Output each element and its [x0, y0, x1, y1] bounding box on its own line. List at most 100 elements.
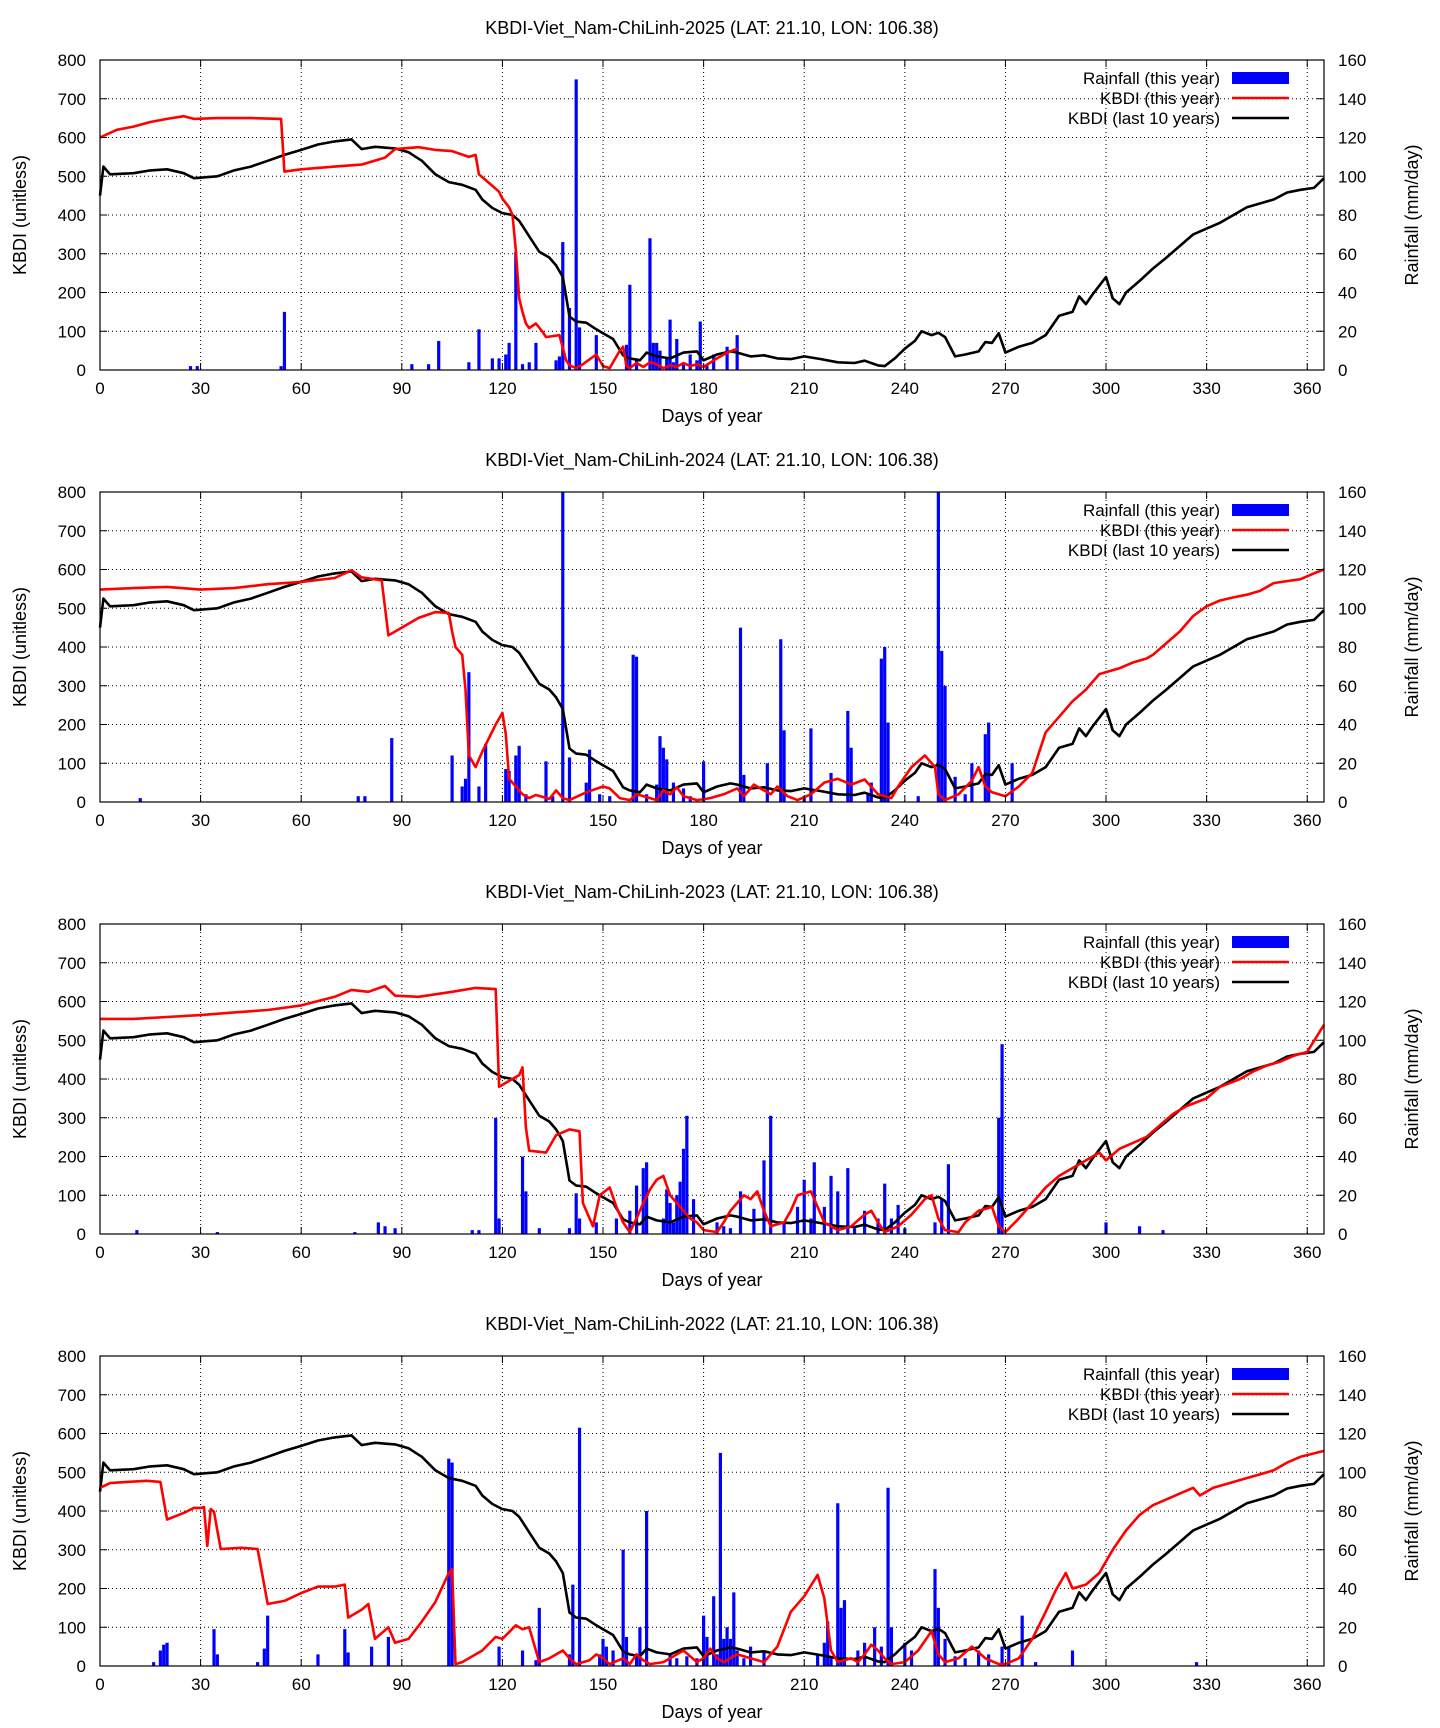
kbdi-chart-0: KBDI-Viet_Nam-ChiLinh-2025 (LAT: 21.10, …	[10, 18, 1422, 426]
y2-tick-label: 100	[1338, 167, 1366, 186]
y-tick-label: 500	[58, 599, 86, 618]
kbdi-chart-3: KBDI-Viet_Nam-ChiLinh-2022 (LAT: 21.10, …	[10, 1314, 1422, 1722]
rainfall-bar	[715, 1222, 719, 1234]
rainfall-bar	[715, 1654, 719, 1666]
x-tick-label: 180	[689, 811, 717, 830]
rainfall-bar	[494, 1117, 498, 1234]
rainfall-bar	[520, 364, 525, 370]
kbdi-10yr-line	[98, 138, 1325, 368]
rainfall-bar	[866, 794, 870, 802]
kbdi-10yr-line	[98, 1002, 1325, 1232]
x-tick-label: 240	[891, 811, 919, 830]
rainfall-bar	[1194, 1662, 1199, 1666]
x-tick-label: 210	[790, 1243, 818, 1262]
x-tick-label: 270	[991, 1243, 1019, 1262]
rainfall-bar	[681, 1148, 686, 1234]
rainfall-bar	[668, 1654, 672, 1666]
x-tick-label: 150	[589, 1675, 617, 1694]
x-tick-label: 90	[392, 1675, 411, 1694]
y-tick-label: 300	[58, 1541, 86, 1560]
rainfall-bar	[215, 1232, 219, 1234]
rainfall-bar	[883, 1183, 887, 1234]
rainfall-bar	[738, 1191, 743, 1234]
rainfall-bar	[1034, 1662, 1038, 1666]
rainfall-bar	[728, 1228, 733, 1234]
rainfall-bar	[722, 1638, 726, 1666]
rainfall-bar	[1000, 1044, 1004, 1234]
rainfall-bar	[497, 358, 501, 370]
y2-tick-label: 160	[1338, 915, 1366, 934]
rainfall-bar	[507, 342, 511, 370]
y-tick-label: 200	[58, 1148, 86, 1167]
y2-axis-label: Rainfall (mm/day)	[1402, 1440, 1422, 1581]
rainfall-bar	[467, 362, 471, 370]
x-tick-label: 240	[891, 379, 919, 398]
y-tick-label: 500	[58, 167, 86, 186]
y2-tick-label: 80	[1338, 638, 1357, 657]
kbdi-10yr-line	[98, 570, 1325, 800]
rainfall-bar	[862, 1210, 867, 1234]
x-tick-label: 240	[891, 1243, 919, 1262]
x-tick-label: 30	[191, 1243, 210, 1262]
y-tick-label: 200	[58, 284, 86, 303]
rainfall-bar	[470, 1230, 474, 1234]
y-tick-label: 800	[58, 483, 86, 502]
y2-axis-label: Rainfall (mm/day)	[1402, 144, 1422, 285]
rainfall-bar	[544, 761, 548, 802]
rainfall-bar	[883, 647, 887, 802]
legend-swatch-rain	[1232, 504, 1289, 516]
rainfall-bar	[460, 786, 464, 802]
rainfall-bar	[594, 335, 598, 370]
legend-swatch-rain	[1232, 72, 1289, 84]
x-tick-label: 360	[1293, 1675, 1321, 1694]
x-tick-label: 150	[589, 1243, 617, 1262]
rainfall-bar	[1161, 1230, 1165, 1234]
rainfall-bar	[846, 710, 850, 802]
x-tick-label: 150	[589, 811, 617, 830]
rainfall-bar	[1070, 1650, 1075, 1666]
rainfall-bar	[557, 356, 562, 370]
y-tick-label: 100	[58, 754, 86, 773]
rainfall-bar	[212, 1629, 216, 1666]
rainfall-bar	[514, 755, 518, 802]
rainfall-bar	[943, 1638, 947, 1666]
x-tick-label: 180	[689, 1243, 717, 1262]
rainfall-bar	[343, 1629, 347, 1666]
rainfall-bar	[477, 329, 481, 370]
x-tick-label: 30	[191, 379, 210, 398]
rainfall-bar	[195, 366, 199, 370]
rainfall-bar	[852, 1228, 857, 1234]
y2-tick-label: 100	[1338, 1463, 1366, 1482]
rainfall-bar	[943, 685, 947, 802]
rainfall-bar	[886, 722, 890, 802]
y-axis-label: KBDI (unitless)	[10, 1451, 30, 1571]
rainfall-bar	[712, 1596, 716, 1666]
y-tick-label: 200	[58, 716, 86, 735]
chart-title: KBDI-Viet_Nam-ChiLinh-2023 (LAT: 21.10, …	[485, 882, 939, 903]
rainfall-bar	[594, 1222, 598, 1234]
rainfall-bar	[886, 1487, 890, 1666]
rainfall-bar	[946, 1164, 951, 1234]
y-tick-label: 800	[58, 51, 86, 70]
rainfall-bar	[316, 1654, 320, 1666]
rainfall-bar	[628, 284, 632, 370]
x-tick-label: 210	[790, 1675, 818, 1694]
rainfall-bar	[551, 796, 555, 802]
y2-tick-label: 120	[1338, 1425, 1366, 1444]
rainfall-bar	[718, 1452, 722, 1666]
y-axis-label: KBDI (unitless)	[10, 155, 30, 275]
rainfall-bar	[390, 738, 394, 802]
rainfall-bar	[725, 1627, 729, 1666]
rainfall-bar	[634, 656, 639, 802]
rainfall-bar	[162, 1644, 166, 1666]
rainfall-bar	[567, 1228, 572, 1234]
y2-axis-label: Rainfall (mm/day)	[1402, 1008, 1422, 1149]
rainfall-bar	[504, 354, 508, 370]
kbdi-this-year-line	[99, 1449, 1325, 1666]
legend-label: KBDI (last 10 years)	[1068, 973, 1220, 992]
rainfall-bar	[983, 734, 987, 802]
y-tick-label: 0	[77, 1657, 86, 1676]
rainfall-bar	[779, 639, 783, 802]
y-tick-label: 700	[58, 1386, 86, 1405]
